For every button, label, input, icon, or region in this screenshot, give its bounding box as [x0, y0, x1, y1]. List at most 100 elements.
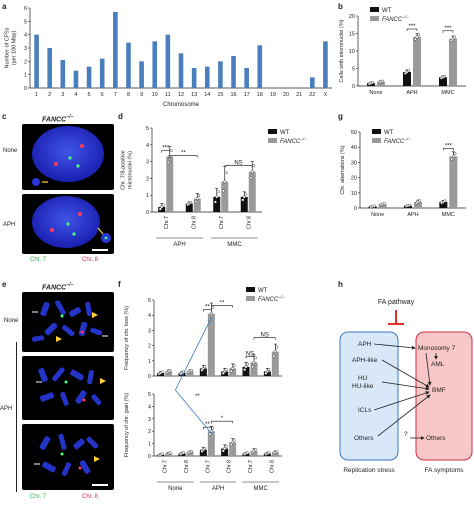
legend-swatch — [268, 138, 277, 143]
replicate-dot — [166, 161, 170, 165]
replicate-dot — [221, 189, 225, 193]
chart-f-loss-y-axis-label: Frequency of chr. loss (%) — [124, 306, 130, 370]
chart-g-y-tick-label: 10 — [351, 191, 357, 197]
chart-f-gain-sig-label: * — [221, 416, 224, 422]
panel-letter-e: e — [2, 280, 7, 289]
replicate-dot — [224, 171, 228, 175]
chart-a-x-tick-label: 9 — [140, 92, 143, 98]
legend-swatch — [372, 138, 381, 143]
chart-a-x-axis-label: Chromosome — [163, 102, 200, 108]
chart-a-y-tick-label: 6 — [24, 6, 27, 12]
metaphase-image — [34, 433, 108, 486]
replicate-dot — [244, 365, 248, 369]
micrograph-e-legend-chr8: Chr. 8 — [82, 494, 99, 500]
legend-label: WT — [258, 288, 268, 294]
chart-b-bar-wt — [403, 72, 411, 86]
chart-f-group-label: MMC — [253, 486, 268, 492]
chart-f-loss-bar-fancc — [165, 371, 173, 376]
replicate-dot — [443, 74, 447, 78]
replicate-dot — [160, 205, 164, 209]
arrow-aphlike-bmf — [381, 359, 430, 388]
replicate-dot — [408, 203, 412, 207]
nucleus-image — [32, 196, 111, 251]
chart-d-bar-wt — [240, 196, 248, 212]
replicate-dot — [224, 368, 228, 372]
replicate-dot — [451, 154, 455, 158]
replicate-dot — [245, 362, 249, 366]
legend-swatch — [246, 287, 255, 292]
legend-label: FANCC−/− — [382, 15, 409, 24]
panel-letter-b: b — [338, 2, 343, 11]
replicate-dot — [224, 444, 228, 448]
chart-a-x-tick-label: 4 — [74, 92, 77, 98]
replicate-dot — [181, 451, 185, 455]
replicate-dot — [189, 450, 193, 454]
chart-f-gain-y-tick-label: 4 — [148, 404, 151, 410]
chart-f-gain-bar-fancc — [186, 452, 194, 456]
chart-f-loss-y-tick-label: 5 — [148, 298, 151, 304]
chart-f-group-label: None — [168, 486, 183, 492]
legend-label: WT — [384, 130, 394, 136]
replicate-dot — [382, 202, 386, 206]
arrow-aph-monosomy — [373, 343, 416, 350]
chart-a-y-tick-label: 0 — [24, 86, 27, 92]
chart-f-loss-bar-fancc — [186, 371, 194, 376]
chart-d-x-tick-label: Chr.7 — [164, 216, 170, 229]
chart-g-x-tick-label: None — [371, 212, 384, 218]
chart-a-x-tick-label: 6 — [101, 92, 104, 98]
chart-d-sig-label: ** — [181, 151, 186, 157]
panel-letter-h: h — [338, 280, 343, 289]
chart-f-x-tick-label: Chr.7 — [163, 460, 169, 473]
replicate-dot — [232, 438, 236, 442]
micrograph-e-aph-1 — [22, 356, 114, 420]
chart-a-bar — [47, 48, 52, 88]
chart-f-gain-y-tick-label: 0 — [148, 454, 151, 460]
legend-swatch — [268, 129, 277, 134]
legend-swatch — [370, 7, 379, 12]
replicate-dot — [203, 365, 207, 369]
chart-f-gain-y-tick-label: 3 — [148, 417, 151, 423]
replicate-dot — [208, 432, 212, 436]
chart-a-bar — [34, 34, 39, 88]
replicate-dot — [232, 364, 236, 368]
chart-b-micronuclei: 0 5 10 15 20 Cells with micronuclei (%) WTFANC… — [339, 7, 466, 96]
chart-b-bar-fancc — [413, 37, 421, 86]
chart-a-bar — [60, 60, 66, 88]
chart-a-x-tick-label: 21 — [296, 92, 302, 98]
chart-f-loss-sig-label: ** — [220, 301, 225, 307]
chart-g-sig-label: *** — [445, 143, 453, 149]
chart-a-x-tick-label: 22 — [309, 92, 315, 98]
chart-a-x-tick-label: 20 — [283, 92, 289, 98]
diagram-h-fa-model: FA pathway APH APH-like HU HU-like ICLs O… — [339, 299, 473, 474]
chart-a-x-tick-label: 14 — [204, 92, 210, 98]
replicate-dot — [251, 365, 255, 369]
micrograph-c-row-none: None — [3, 148, 18, 154]
chart-f-gain-y-axis-label: Frequency of chr. gain (%) — [124, 393, 130, 458]
replicate-dot — [223, 447, 227, 451]
node-monosomy7: Monosomy 7 — [418, 345, 456, 352]
chart-f-loss-sig-label: NS — [260, 333, 268, 339]
chart-g-chr-aberrations: 0 10 20 30 40 50 Chr. aberrations (%) WTFANCC−/… — [340, 129, 466, 218]
chart-d-chr-positive-micronuclei: 0 1 2 3 4 5 Chr. 7/8-positivemicronuclei (%) WT… — [121, 126, 308, 248]
replicate-dot — [249, 176, 253, 180]
legend-label: WT — [280, 130, 290, 136]
legend-swatch — [370, 16, 379, 21]
chart-b-x-tick-label: MMC — [441, 90, 454, 96]
replicate-dot — [223, 180, 227, 184]
legend-label: FANCC−/− — [280, 137, 307, 146]
micrograph-e-legend-chr7: Chr. 7 — [30, 494, 47, 500]
replicate-dot — [189, 201, 193, 205]
chart-a-bar — [191, 68, 197, 88]
chart-d-y-axis-label: Chr. 7/8-positivemicronuclei (%) — [121, 150, 134, 190]
chart-a-bar — [204, 66, 210, 88]
chart-b-y-tick-label: 5 — [352, 67, 355, 73]
chart-d-group-label: MMC — [227, 242, 242, 248]
replicate-dot — [245, 451, 249, 455]
replicate-dot — [231, 440, 235, 444]
chart-f-loss-bar-wt — [199, 368, 207, 376]
micrograph-c-aph — [22, 194, 114, 254]
replicate-dot — [215, 195, 219, 199]
chart-d-y-tick-label: 3 — [146, 160, 149, 166]
chart-b-y-tick-label: 20 — [349, 14, 355, 20]
legend-swatch — [246, 296, 255, 301]
